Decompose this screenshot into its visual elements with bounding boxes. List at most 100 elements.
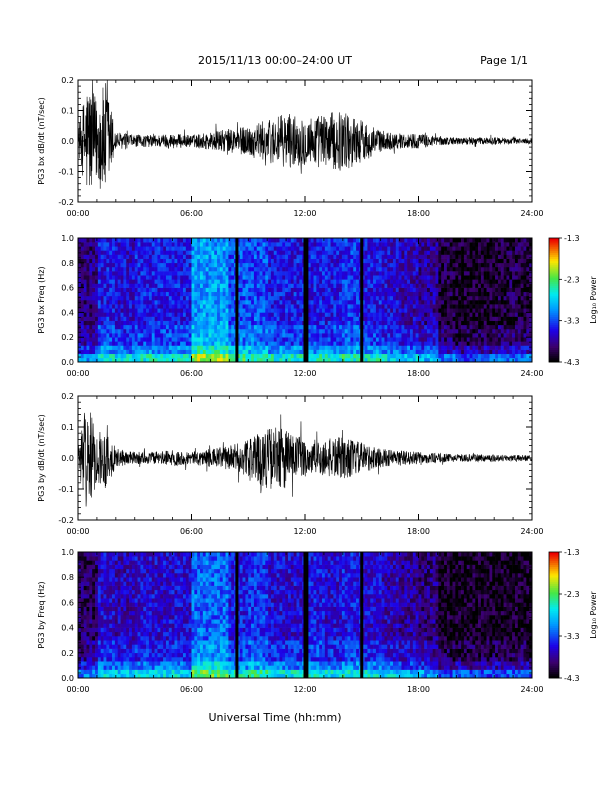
spectrogram-cell <box>222 304 226 309</box>
spectrogram-cell <box>228 242 232 247</box>
spectrogram-cell <box>435 283 439 288</box>
spectrogram-cell <box>106 295 110 301</box>
spectrogram-cell <box>409 337 414 342</box>
spectrogram-cell <box>165 287 170 293</box>
spectrogram-cell <box>180 345 184 350</box>
spectrogram-cell <box>316 308 320 313</box>
spectrogram-cell <box>182 353 187 359</box>
spectrogram-cell <box>109 283 113 288</box>
spectrogram-cell <box>307 357 311 363</box>
spectrogram-cell <box>282 279 286 284</box>
spectrogram-cell <box>228 271 232 276</box>
spectrogram-cell <box>333 242 337 247</box>
spectrogram-cell <box>387 291 391 297</box>
spectrogram-cell <box>395 262 399 268</box>
spectrogram-cell <box>514 341 519 346</box>
spectrogram-cell <box>177 345 181 350</box>
spectrogram-cell <box>514 333 519 338</box>
spectrogram-cell <box>517 250 521 255</box>
spectrogram-cell <box>151 337 155 342</box>
spectrogram-cell <box>165 246 170 251</box>
spectrogram-cell <box>253 295 258 301</box>
spectrogram-cell <box>95 279 99 284</box>
spectrogram-cell <box>336 271 340 276</box>
spectrogram-cell <box>526 271 530 276</box>
spectrogram-cell <box>327 312 331 317</box>
spectrogram-cell <box>134 254 138 259</box>
spectrogram-cell <box>80 283 84 288</box>
spectrogram-cell <box>370 341 374 346</box>
spectrogram-cell <box>174 353 178 359</box>
spectrogram-cell <box>327 266 331 272</box>
spectrogram-cell <box>276 283 280 288</box>
spectrogram-cell <box>390 349 394 355</box>
spectrogram-cell <box>92 328 96 334</box>
spectrogram-cell <box>526 328 530 334</box>
spectrogram-cell <box>205 262 209 268</box>
spectrogram-cell <box>222 300 226 305</box>
spectrogram-cell <box>131 324 136 330</box>
spectrogram-cell <box>222 283 226 288</box>
spectrogram-cell <box>361 275 365 280</box>
y-tick-label: 0.1 <box>61 107 74 116</box>
spectrogram-cell <box>404 328 408 334</box>
spectrogram-cell <box>259 279 263 284</box>
spectrogram-cell <box>438 254 442 259</box>
spectrogram-cell <box>245 320 249 326</box>
spectrogram-cell <box>120 246 124 251</box>
spectrogram-cell <box>375 333 380 338</box>
spectrogram-cell <box>313 250 317 255</box>
spectrogram-cell <box>353 295 357 301</box>
spectrogram-cell <box>495 271 499 276</box>
spectrogram-cell <box>225 349 229 355</box>
spectrogram-cell <box>483 238 487 243</box>
spectrogram-cell <box>211 258 215 264</box>
spectrogram-cell <box>517 337 521 342</box>
spectrogram-cell <box>248 312 252 317</box>
spectrogram-cell <box>208 324 212 330</box>
spectrogram-cell <box>370 262 374 268</box>
spectrogram-cell <box>418 287 422 293</box>
spectrogram-cell <box>373 279 377 284</box>
spectrogram-cell <box>381 262 385 268</box>
spectrogram-cell <box>381 337 385 342</box>
spectrogram-cell <box>446 312 451 317</box>
spectrogram-cell <box>483 279 487 284</box>
spectrogram-cell <box>242 308 246 313</box>
spectrogram-cell <box>444 262 448 268</box>
spectrogram-cell <box>438 328 442 334</box>
spectrogram-cell <box>347 250 351 255</box>
spectrogram-cell <box>381 287 385 293</box>
spectrogram-cell <box>310 345 314 350</box>
spectrogram-cell <box>401 345 405 350</box>
spectrogram-cell <box>330 279 334 284</box>
spectrogram-cell <box>367 250 371 255</box>
spectrogram-cell <box>478 295 482 301</box>
spectrogram-cell <box>421 266 425 272</box>
spectrogram-cell <box>327 349 331 355</box>
spectrogram-cell <box>157 328 161 334</box>
spectrogram-cell <box>296 341 300 346</box>
spectrogram-cell <box>154 304 158 309</box>
spectrogram-cell <box>432 333 436 338</box>
spectrogram-cell <box>529 283 533 288</box>
spectrogram-cell <box>120 353 124 359</box>
spectrogram-cell <box>117 262 121 268</box>
spectrogram-cell <box>160 287 164 293</box>
spectrogram-cell <box>526 238 530 243</box>
spectrogram-cell <box>270 279 275 284</box>
spectrogram-cell <box>356 291 360 297</box>
spectrogram-cell <box>95 308 99 313</box>
spectrogram-cell <box>367 258 371 264</box>
spectrogram-cell <box>268 262 272 268</box>
spectrogram-cell <box>336 266 340 272</box>
spectrogram-cell <box>435 250 439 255</box>
spectrogram-cell <box>78 287 82 293</box>
spectrogram-cell <box>89 238 93 243</box>
spectrogram-cell <box>449 345 453 350</box>
spectrogram-cell <box>211 283 215 288</box>
spectrogram-cell <box>148 300 153 305</box>
spectrogram-cell <box>191 316 195 321</box>
spectrogram-cell <box>486 287 490 293</box>
spectrogram-cell <box>529 262 533 268</box>
